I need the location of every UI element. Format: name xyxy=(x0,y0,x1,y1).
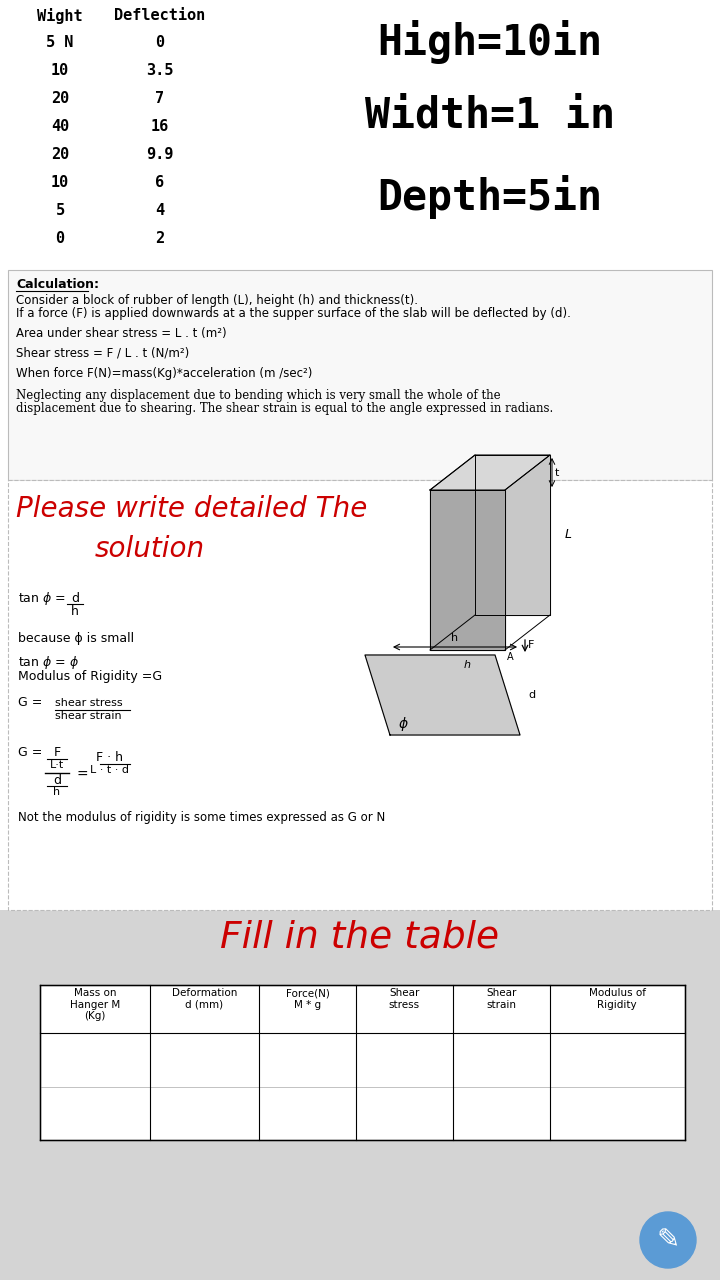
Text: 20: 20 xyxy=(51,147,69,163)
Text: displacement due to shearing. The shear strain is equal to the angle expressed i: displacement due to shearing. The shear … xyxy=(16,402,553,415)
Text: h: h xyxy=(464,660,470,669)
Text: 5 N: 5 N xyxy=(46,35,73,50)
Text: h: h xyxy=(451,634,459,643)
Text: d: d xyxy=(528,690,535,700)
Text: h: h xyxy=(71,605,79,618)
Text: d: d xyxy=(53,774,61,787)
Text: High=10in: High=10in xyxy=(377,20,603,64)
Text: Consider a block of rubber of length (L), height (h) and thickness(t).: Consider a block of rubber of length (L)… xyxy=(16,294,418,307)
Text: solution: solution xyxy=(95,535,205,563)
Text: Shear
strain: Shear strain xyxy=(486,988,516,1010)
Text: because ϕ is small: because ϕ is small xyxy=(18,632,134,645)
Text: shear stress: shear stress xyxy=(55,698,122,708)
Text: Neglecting any displacement due to bending which is very small the whole of the: Neglecting any displacement due to bendi… xyxy=(16,389,500,402)
Text: =: = xyxy=(77,768,89,782)
Text: $\phi$: $\phi$ xyxy=(398,716,409,733)
Bar xyxy=(40,986,685,1140)
Text: Deformation
d (mm): Deformation d (mm) xyxy=(172,988,237,1010)
Text: tan $\phi$ =: tan $\phi$ = xyxy=(18,590,66,607)
Text: 5: 5 xyxy=(55,204,65,218)
Text: t: t xyxy=(555,467,559,477)
Text: G =: G = xyxy=(18,746,42,759)
Text: L·t: L·t xyxy=(50,760,64,771)
Text: shear strain: shear strain xyxy=(55,710,122,721)
Text: L: L xyxy=(565,529,572,541)
Text: G =: G = xyxy=(18,696,42,709)
Text: Depth=5in: Depth=5in xyxy=(377,175,603,219)
Text: d: d xyxy=(71,591,79,605)
Text: If a force (F) is applied downwards at a the supper surface of the slab will be : If a force (F) is applied downwards at a… xyxy=(16,307,571,320)
Text: Deflection: Deflection xyxy=(114,8,206,23)
Bar xyxy=(0,910,720,1280)
Text: F: F xyxy=(53,746,60,759)
Text: 0: 0 xyxy=(156,35,165,50)
Text: Calculation:: Calculation: xyxy=(16,278,99,291)
FancyBboxPatch shape xyxy=(8,480,712,910)
Text: 10: 10 xyxy=(51,175,69,189)
Text: 6: 6 xyxy=(156,175,165,189)
Text: When force F(N)=mass(Kg)*acceleration (m /sec²): When force F(N)=mass(Kg)*acceleration (m… xyxy=(16,367,312,380)
Text: A: A xyxy=(507,652,513,662)
Text: 20: 20 xyxy=(51,91,69,106)
Text: 16: 16 xyxy=(151,119,169,134)
Text: ✎: ✎ xyxy=(657,1226,680,1254)
Text: F: F xyxy=(528,640,534,650)
Circle shape xyxy=(640,1212,696,1268)
Text: Not the modulus of rigidity is some times expressed as G or N: Not the modulus of rigidity is some time… xyxy=(18,812,385,824)
Text: 7: 7 xyxy=(156,91,165,106)
Text: Modulus of Rigidity =G: Modulus of Rigidity =G xyxy=(18,669,162,684)
Text: tan $\phi$ = $\phi$: tan $\phi$ = $\phi$ xyxy=(18,654,79,671)
Text: 40: 40 xyxy=(51,119,69,134)
Text: Width=1 in: Width=1 in xyxy=(365,95,615,137)
Text: F · h: F · h xyxy=(96,751,124,764)
Text: 3.5: 3.5 xyxy=(146,63,174,78)
Polygon shape xyxy=(430,490,505,650)
Bar xyxy=(0,0,720,270)
Text: 9.9: 9.9 xyxy=(146,147,174,163)
Text: L · t · d: L · t · d xyxy=(91,765,130,774)
Text: Please write detailed The: Please write detailed The xyxy=(16,495,367,524)
Text: Modulus of
Rigidity: Modulus of Rigidity xyxy=(589,988,646,1010)
Text: Wight: Wight xyxy=(37,8,83,24)
Text: Shear stress = F / L . t (N/m²): Shear stress = F / L . t (N/m²) xyxy=(16,347,189,360)
Polygon shape xyxy=(430,454,550,490)
Text: 10: 10 xyxy=(51,63,69,78)
Polygon shape xyxy=(365,655,520,735)
Text: Fill in the table: Fill in the table xyxy=(220,920,500,956)
Text: Area under shear stress = L . t (m²): Area under shear stress = L . t (m²) xyxy=(16,326,227,340)
Text: 0: 0 xyxy=(55,230,65,246)
FancyBboxPatch shape xyxy=(8,270,712,480)
Text: Force(N)
M * g: Force(N) M * g xyxy=(286,988,330,1010)
Polygon shape xyxy=(475,454,550,614)
Text: h: h xyxy=(53,787,60,797)
Text: Shear
stress: Shear stress xyxy=(389,988,420,1010)
Text: 4: 4 xyxy=(156,204,165,218)
Text: Mass on
Hanger M
(Kg): Mass on Hanger M (Kg) xyxy=(70,988,120,1021)
Text: 2: 2 xyxy=(156,230,165,246)
